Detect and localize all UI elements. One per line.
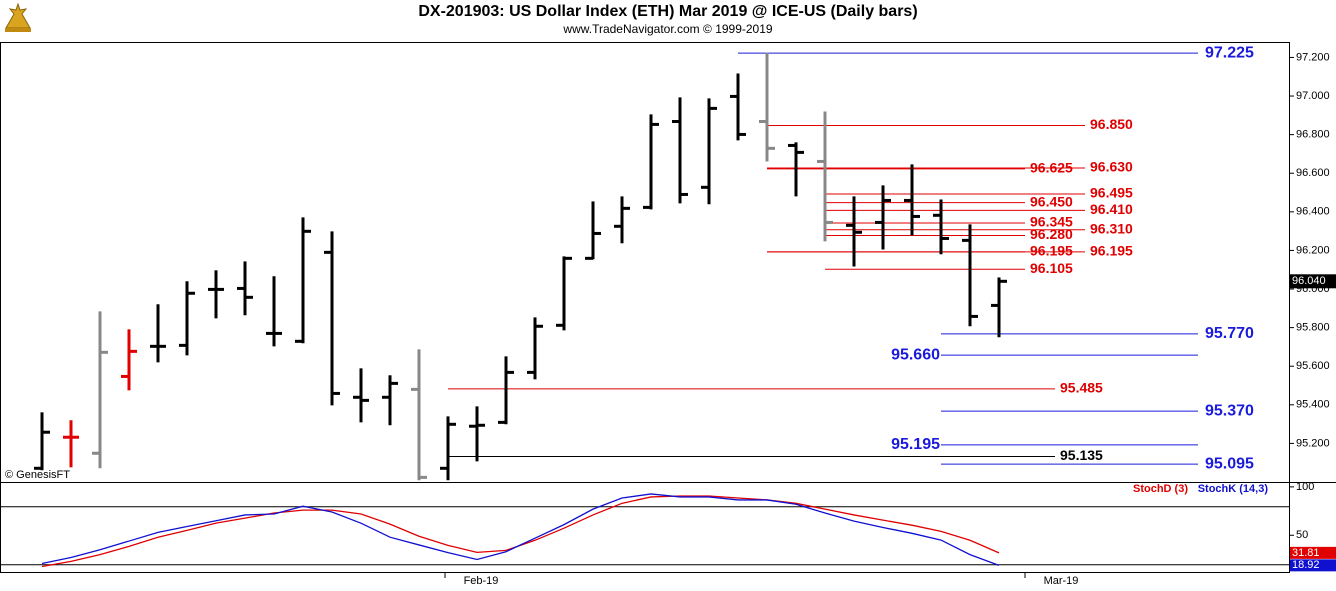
level-label: 95.095 xyxy=(1205,455,1254,472)
level-label: 96.345 xyxy=(1030,214,1073,230)
watermark: © GenesisFT xyxy=(5,469,70,481)
level-label: 96.105 xyxy=(1030,260,1073,276)
x-tick-label: Feb-19 xyxy=(464,575,499,587)
y-tick-label: 95.800 xyxy=(1296,322,1330,334)
level-label: 97.225 xyxy=(1205,44,1254,61)
level-label: 95.135 xyxy=(1060,447,1103,463)
x-tick-label: Mar-19 xyxy=(1044,575,1079,587)
level-label: 96.450 xyxy=(1030,193,1073,209)
logo xyxy=(5,2,31,32)
y-tick-label: 95.200 xyxy=(1296,437,1330,449)
last-value-label: 18.92 xyxy=(1292,559,1320,571)
y-tick-label: 50 xyxy=(1296,529,1308,541)
last-value-box xyxy=(1290,546,1336,559)
stoch-line xyxy=(41,493,1000,566)
last-price-label: 96.040 xyxy=(1292,275,1326,287)
legend-label: StochK (14,3) xyxy=(1198,483,1269,495)
chart-title: DX-201903: US Dollar Index (ETH) Mar 201… xyxy=(418,3,917,20)
level-label: 96.195 xyxy=(1090,243,1133,259)
last-value-label: 31.81 xyxy=(1292,547,1320,559)
level-label: 95.660 xyxy=(891,346,940,363)
level-label: 96.310 xyxy=(1090,220,1133,236)
y-tick-label: 96.400 xyxy=(1296,206,1330,218)
level-label: 96.495 xyxy=(1090,185,1133,201)
y-tick-label: 100 xyxy=(1296,481,1314,493)
y-tick-label: 95.600 xyxy=(1296,360,1330,372)
y-tick-label: 96.800 xyxy=(1296,129,1330,141)
level-label: 96.630 xyxy=(1090,159,1133,175)
y-tick-label: 96.600 xyxy=(1296,167,1330,179)
level-label: 96.850 xyxy=(1090,116,1133,132)
y-tick-label: 95.400 xyxy=(1296,399,1330,411)
level-label: 96.410 xyxy=(1090,201,1133,217)
plot-layer: 97.200 97.000 96.800 96.600 96.400 96.200 96.0… xyxy=(0,44,1336,587)
y-tick-label: 97.000 xyxy=(1296,90,1330,102)
level-label: 95.370 xyxy=(1205,402,1254,419)
last-price-box xyxy=(1290,274,1336,289)
level-label: 96.195 xyxy=(1030,243,1073,259)
level-label: 95.485 xyxy=(1060,380,1103,396)
y-tick-label: 96.200 xyxy=(1296,244,1330,256)
chart-subtitle: www.TradeNavigator.com © 1999-2019 xyxy=(562,22,772,36)
level-label: 96.280 xyxy=(1030,226,1073,242)
level-label: 95.770 xyxy=(1205,325,1254,342)
y-tick-label: 97.200 xyxy=(1296,51,1330,63)
last-value-box xyxy=(1290,559,1336,572)
legend-label: StochD (3) xyxy=(1133,483,1188,495)
level-label: 95.195 xyxy=(891,436,940,453)
